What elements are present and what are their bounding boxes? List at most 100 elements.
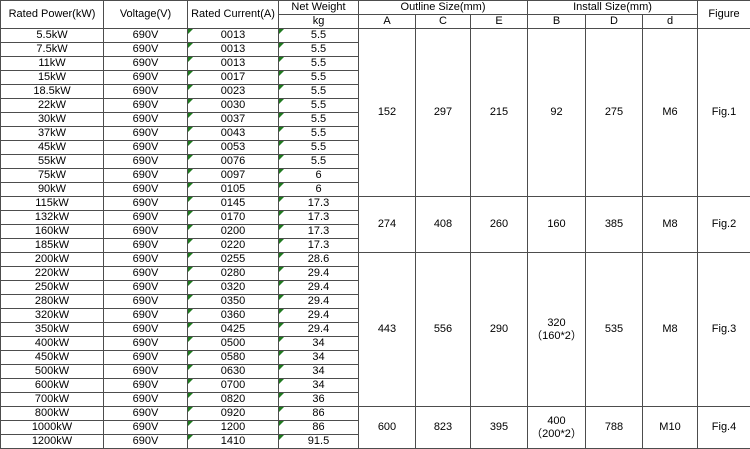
- green-triangle-icon: [188, 407, 193, 412]
- green-triangle-icon: [279, 281, 284, 286]
- outline-e-cell: 260: [471, 197, 528, 253]
- outline-e-cell: 395: [471, 407, 528, 449]
- install-b-cell: 320（160*2）: [528, 253, 586, 407]
- rated-current-cell: 1410: [188, 435, 279, 449]
- install-d-small-cell: M10: [643, 407, 698, 449]
- green-triangle-icon: [279, 323, 284, 328]
- rated-power-cell: 320kW: [1, 309, 104, 323]
- rated-current-cell: 0030: [188, 99, 279, 113]
- install-d-cell: 275: [586, 29, 643, 197]
- outline-c-cell: 556: [416, 253, 471, 407]
- green-triangle-icon: [279, 99, 284, 104]
- voltage-cell: 690V: [104, 421, 188, 435]
- green-triangle-icon: [279, 393, 284, 398]
- rated-power-cell: 55kW: [1, 155, 104, 169]
- rated-power-cell: 18.5kW: [1, 85, 104, 99]
- net-weight-cell: 86: [279, 407, 359, 421]
- rated-current-cell: 0097: [188, 169, 279, 183]
- header-col-e: E: [471, 15, 528, 29]
- green-triangle-icon: [279, 351, 284, 356]
- net-weight-cell: 5.5: [279, 155, 359, 169]
- net-weight-cell: 17.3: [279, 211, 359, 225]
- voltage-cell: 690V: [104, 351, 188, 365]
- green-triangle-icon: [188, 85, 193, 90]
- header-col-b: B: [528, 15, 586, 29]
- green-triangle-icon: [279, 57, 284, 62]
- rated-power-cell: 115kW: [1, 197, 104, 211]
- green-triangle-icon: [188, 435, 193, 440]
- rated-current-cell: 0630: [188, 365, 279, 379]
- rated-power-cell: 600kW: [1, 379, 104, 393]
- rated-power-cell: 15kW: [1, 71, 104, 85]
- rated-current-cell: 0320: [188, 281, 279, 295]
- green-triangle-icon: [279, 29, 284, 34]
- rated-power-cell: 11kW: [1, 57, 104, 71]
- green-triangle-icon: [188, 127, 193, 132]
- install-d-small-cell: M6: [643, 29, 698, 197]
- voltage-cell: 690V: [104, 407, 188, 421]
- voltage-cell: 690V: [104, 29, 188, 43]
- header-col-a: A: [359, 15, 416, 29]
- net-weight-cell: 5.5: [279, 43, 359, 57]
- green-triangle-icon: [188, 365, 193, 370]
- rated-current-cell: 0920: [188, 407, 279, 421]
- rated-power-cell: 37kW: [1, 127, 104, 141]
- rated-current-cell: 0350: [188, 295, 279, 309]
- voltage-cell: 690V: [104, 253, 188, 267]
- outline-e-cell: 290: [471, 253, 528, 407]
- green-triangle-icon: [188, 141, 193, 146]
- header-rated-power: Rated Power(kW): [1, 1, 104, 29]
- header-col-d-small: d: [643, 15, 698, 29]
- rated-power-cell: 132kW: [1, 211, 104, 225]
- green-triangle-icon: [279, 239, 284, 244]
- green-triangle-icon: [279, 85, 284, 90]
- rated-current-cell: 0145: [188, 197, 279, 211]
- green-triangle-icon: [188, 379, 193, 384]
- green-triangle-icon: [188, 43, 193, 48]
- voltage-cell: 690V: [104, 295, 188, 309]
- rated-power-cell: 250kW: [1, 281, 104, 295]
- voltage-cell: 690V: [104, 85, 188, 99]
- net-weight-cell: 17.3: [279, 225, 359, 239]
- rated-current-cell: 1200: [188, 421, 279, 435]
- voltage-cell: 690V: [104, 365, 188, 379]
- header-col-c: C: [416, 15, 471, 29]
- rated-current-cell: 0037: [188, 113, 279, 127]
- voltage-cell: 690V: [104, 113, 188, 127]
- green-triangle-icon: [188, 323, 193, 328]
- green-triangle-icon: [279, 379, 284, 384]
- spec-table-header: Rated Power(kW) Voltage(V) Rated Current…: [1, 1, 750, 29]
- outline-c-cell: 297: [416, 29, 471, 197]
- install-d-small-cell: M8: [643, 197, 698, 253]
- green-triangle-icon: [279, 309, 284, 314]
- voltage-cell: 690V: [104, 211, 188, 225]
- rated-current-cell: 0013: [188, 43, 279, 57]
- net-weight-cell: 29.4: [279, 281, 359, 295]
- green-triangle-icon: [188, 211, 193, 216]
- voltage-cell: 690V: [104, 309, 188, 323]
- rated-current-cell: 0053: [188, 141, 279, 155]
- outline-a-cell: 274: [359, 197, 416, 253]
- voltage-cell: 690V: [104, 323, 188, 337]
- voltage-cell: 690V: [104, 99, 188, 113]
- green-triangle-icon: [188, 337, 193, 342]
- outline-e-cell: 215: [471, 29, 528, 197]
- green-triangle-icon: [188, 393, 193, 398]
- net-weight-cell: 91.5: [279, 435, 359, 449]
- net-weight-cell: 6: [279, 169, 359, 183]
- rated-power-cell: 1200kW: [1, 435, 104, 449]
- net-weight-cell: 28.6: [279, 253, 359, 267]
- voltage-cell: 690V: [104, 169, 188, 183]
- net-weight-cell: 29.4: [279, 323, 359, 337]
- green-triangle-icon: [279, 169, 284, 174]
- header-net-weight: Net Weight: [279, 1, 359, 15]
- rated-current-cell: 0280: [188, 267, 279, 281]
- rated-current-cell: 0043: [188, 127, 279, 141]
- net-weight-cell: 5.5: [279, 57, 359, 71]
- rated-current-cell: 0580: [188, 351, 279, 365]
- voltage-cell: 690V: [104, 239, 188, 253]
- green-triangle-icon: [279, 295, 284, 300]
- green-triangle-icon: [188, 29, 193, 34]
